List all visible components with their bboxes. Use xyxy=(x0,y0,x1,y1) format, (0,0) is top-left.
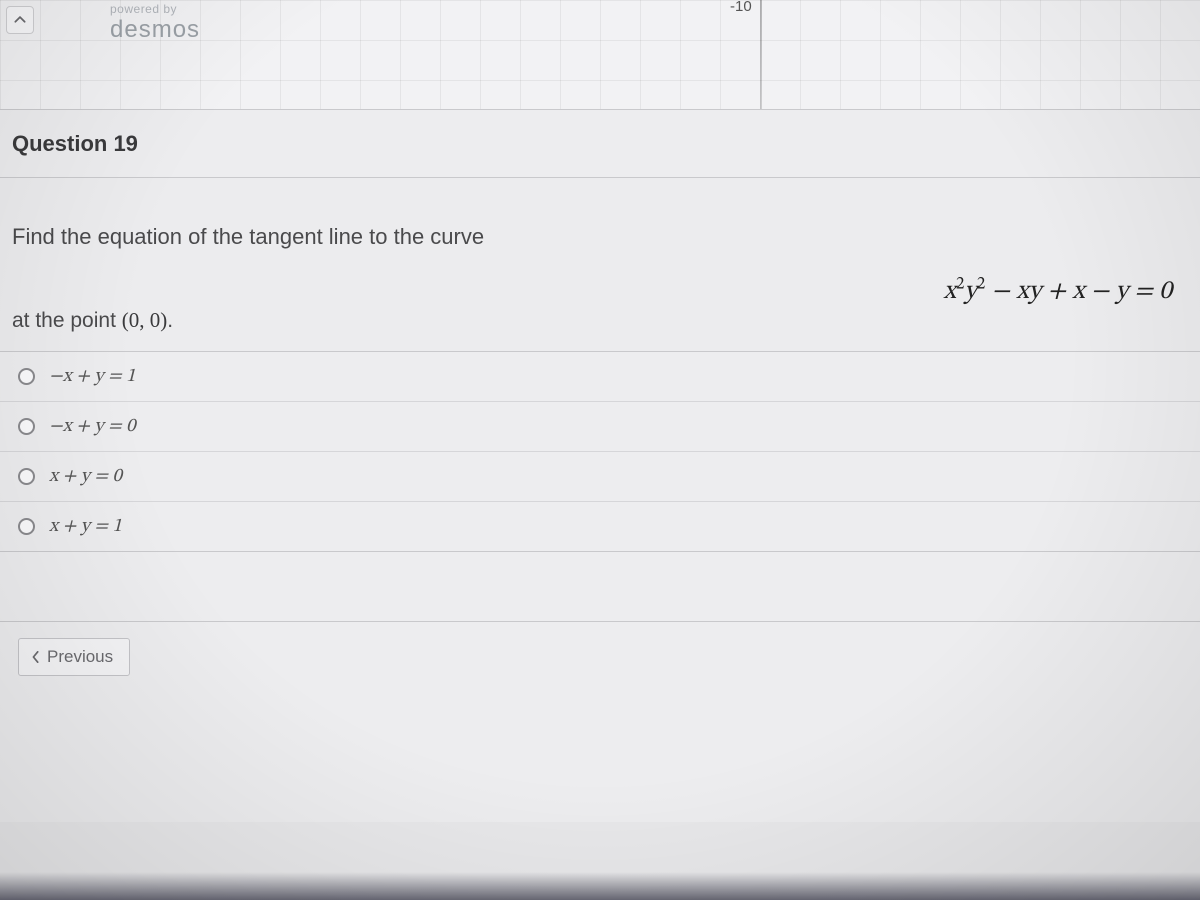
graph-y-axis xyxy=(760,0,762,109)
desmos-graph-panel: powered by desmos -10 xyxy=(0,0,1200,110)
question-body: Find the equation of the tangent line to… xyxy=(0,178,1200,352)
question-prompt: Find the equation of the tangent line to… xyxy=(12,224,1184,250)
question-number: Question 19 xyxy=(12,131,138,157)
option-row[interactable]: x + y = 0 xyxy=(0,452,1200,502)
previous-label: Previous xyxy=(47,647,113,667)
option-label: −x + y = 1 xyxy=(49,365,136,389)
answer-options: −x + y = 1 −x + y = 0 x + y = 0 x + y = … xyxy=(0,352,1200,552)
question-point-line: at the point (0, 0). xyxy=(12,308,1184,333)
option-row[interactable]: −x + y = 0 xyxy=(0,402,1200,452)
desmos-brand: powered by desmos xyxy=(110,2,200,44)
option-row[interactable]: x + y = 1 xyxy=(0,502,1200,552)
nav-row: Previous xyxy=(0,622,1200,822)
chevron-left-icon xyxy=(31,651,41,663)
point-suffix: . xyxy=(167,309,173,332)
equation-text: x2y2 − xy + x − y = 0 xyxy=(944,279,1173,305)
desmos-logo-text: desmos xyxy=(110,16,200,43)
point-coord: (0, 0) xyxy=(122,308,168,332)
option-row[interactable]: −x + y = 1 xyxy=(0,352,1200,402)
radio-icon[interactable] xyxy=(18,468,35,485)
previous-button[interactable]: Previous xyxy=(18,638,130,676)
option-label: x + y = 1 xyxy=(49,515,122,539)
expand-graph-button[interactable] xyxy=(6,6,34,34)
chevron-up-icon xyxy=(13,13,27,27)
option-label: x + y = 0 xyxy=(49,465,122,489)
spacer xyxy=(0,552,1200,622)
question-header: Question 19 xyxy=(0,110,1200,178)
option-label: −x + y = 0 xyxy=(49,415,136,439)
graph-tick-label: -10 xyxy=(730,0,752,15)
question-equation: x2y2 − xy + x − y = 0 xyxy=(944,274,1173,309)
radio-icon[interactable] xyxy=(18,418,35,435)
radio-icon[interactable] xyxy=(18,368,35,385)
radio-icon[interactable] xyxy=(18,518,35,535)
point-prefix: at the point xyxy=(12,309,122,332)
desmos-powered-by: powered by xyxy=(110,2,200,16)
